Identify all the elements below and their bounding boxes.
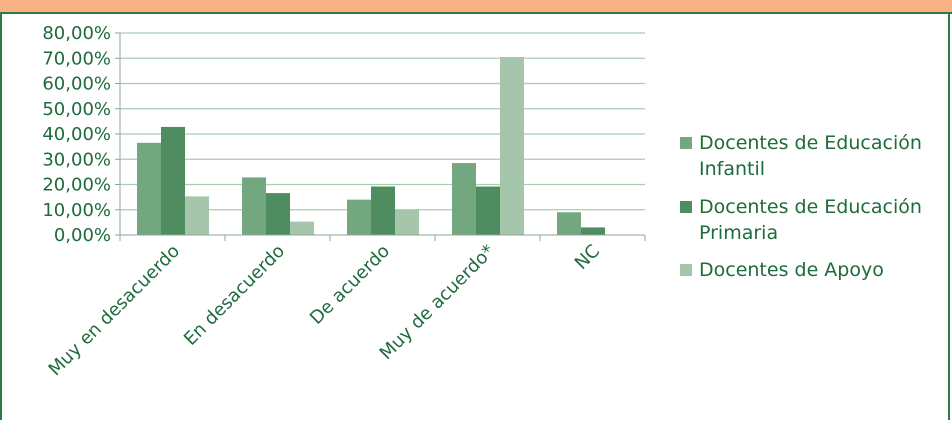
legend-label: Docentes de Educación Infantil: [699, 132, 922, 180]
y-tick-label: 0,00%: [54, 225, 111, 246]
bar: [185, 196, 209, 235]
legend-label: Docentes de Educación Primaria: [699, 196, 922, 244]
bar: [161, 126, 185, 235]
x-tick-label: Muy en desacuerdo: [45, 241, 185, 381]
bar: [500, 56, 524, 235]
bar: [242, 177, 266, 235]
gridlines: [120, 32, 645, 211]
bar: [581, 227, 605, 235]
legend-swatch: [680, 137, 692, 149]
legend-swatch: [680, 201, 692, 213]
legend-label-line: Docentes de Educación: [699, 196, 922, 218]
bar: [266, 193, 290, 235]
header-strip: [0, 0, 952, 14]
x-tick-label: Muy de acuerdo*: [376, 241, 499, 364]
legend-label-line: Primaria: [699, 222, 778, 244]
bar: [395, 209, 419, 235]
legend-swatch: [680, 264, 692, 276]
x-tick-label: En desacuerdo: [180, 241, 289, 350]
y-tick-label: 30,00%: [42, 149, 111, 170]
x-tick-label: De acuerdo: [306, 241, 394, 329]
y-tick-label: 40,00%: [42, 124, 111, 145]
legend-label-line: Infantil: [699, 158, 765, 180]
bar: [290, 221, 314, 235]
x-tick-label: NC: [571, 241, 604, 274]
y-tick-label: 70,00%: [42, 48, 111, 69]
bar: [452, 163, 476, 235]
y-tick-label: 60,00%: [42, 74, 111, 95]
y-tick-label: 10,00%: [42, 200, 111, 221]
bar: [347, 199, 371, 235]
bars: [137, 56, 605, 235]
bar: [371, 186, 395, 235]
legend-label-line: Docentes de Educación: [699, 132, 922, 154]
y-tick-label: 50,00%: [42, 99, 111, 120]
y-tick-label: 20,00%: [42, 175, 111, 196]
legend-label: Docentes de Apoyo: [699, 259, 884, 281]
legend-label-line: Docentes de Apoyo: [699, 259, 884, 281]
bar: [137, 142, 161, 235]
axes: [115, 32, 646, 241]
bar: [476, 186, 500, 235]
bar: [557, 212, 581, 235]
y-tick-label: 80,00%: [42, 23, 111, 44]
y-tick-labels: 0,00% 10,00% 20,00% 30,00% 40,00% 50,00% 60,00…: [42, 23, 111, 246]
